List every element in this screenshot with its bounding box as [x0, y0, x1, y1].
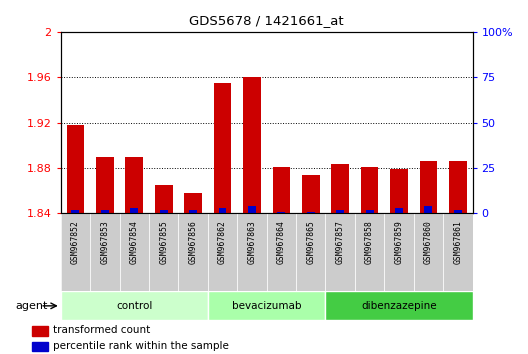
Bar: [414, 213, 443, 291]
Text: GSM967864: GSM967864: [277, 220, 286, 264]
Bar: [178, 213, 208, 291]
Bar: [32, 342, 48, 351]
Text: GDS5678 / 1421661_at: GDS5678 / 1421661_at: [190, 14, 344, 27]
Text: bevacizumab: bevacizumab: [232, 301, 301, 311]
Text: control: control: [116, 301, 153, 311]
Bar: [425, 206, 432, 213]
Text: dibenzazepine: dibenzazepine: [361, 301, 437, 311]
Bar: [159, 210, 168, 213]
Bar: [237, 213, 267, 291]
Bar: [189, 210, 197, 213]
Bar: [119, 213, 149, 291]
Bar: [208, 213, 237, 291]
Text: transformed count: transformed count: [53, 325, 150, 336]
Bar: [101, 210, 109, 213]
Bar: [71, 210, 79, 213]
Text: GSM967860: GSM967860: [424, 220, 433, 264]
Bar: [130, 208, 138, 213]
Text: GSM967853: GSM967853: [100, 220, 109, 264]
Bar: [355, 213, 384, 291]
Bar: [332, 164, 349, 213]
Text: GSM967862: GSM967862: [218, 220, 227, 264]
Text: GSM967856: GSM967856: [188, 220, 197, 264]
Bar: [395, 208, 403, 213]
Text: GSM967861: GSM967861: [454, 220, 463, 264]
Text: GSM967854: GSM967854: [130, 220, 139, 264]
Bar: [365, 210, 374, 213]
Bar: [96, 157, 114, 213]
Bar: [277, 212, 285, 213]
Bar: [67, 125, 84, 213]
Bar: [302, 175, 319, 213]
Bar: [219, 208, 227, 213]
Text: GSM967855: GSM967855: [159, 220, 168, 264]
Bar: [384, 213, 414, 291]
Bar: [184, 193, 202, 213]
Bar: [325, 291, 473, 320]
Bar: [61, 213, 90, 291]
Bar: [155, 185, 173, 213]
Bar: [32, 326, 48, 336]
Text: GSM967863: GSM967863: [248, 220, 257, 264]
Bar: [325, 213, 355, 291]
Bar: [214, 83, 231, 213]
Text: agent: agent: [16, 301, 48, 311]
Bar: [296, 213, 325, 291]
Text: percentile rank within the sample: percentile rank within the sample: [53, 341, 229, 351]
Text: GSM967865: GSM967865: [306, 220, 315, 264]
Bar: [361, 167, 379, 213]
Bar: [61, 291, 208, 320]
Bar: [336, 210, 344, 213]
Bar: [126, 157, 143, 213]
Bar: [248, 206, 256, 213]
Bar: [454, 210, 462, 213]
Bar: [149, 213, 178, 291]
Bar: [449, 161, 467, 213]
Bar: [90, 213, 119, 291]
Text: GSM967859: GSM967859: [394, 220, 403, 264]
Bar: [307, 212, 315, 213]
Text: GSM967857: GSM967857: [336, 220, 345, 264]
Text: GSM967852: GSM967852: [71, 220, 80, 264]
Bar: [243, 77, 261, 213]
Bar: [390, 169, 408, 213]
Bar: [443, 213, 473, 291]
Text: GSM967858: GSM967858: [365, 220, 374, 264]
Bar: [267, 213, 296, 291]
Bar: [272, 167, 290, 213]
Bar: [420, 161, 437, 213]
Bar: [208, 291, 325, 320]
